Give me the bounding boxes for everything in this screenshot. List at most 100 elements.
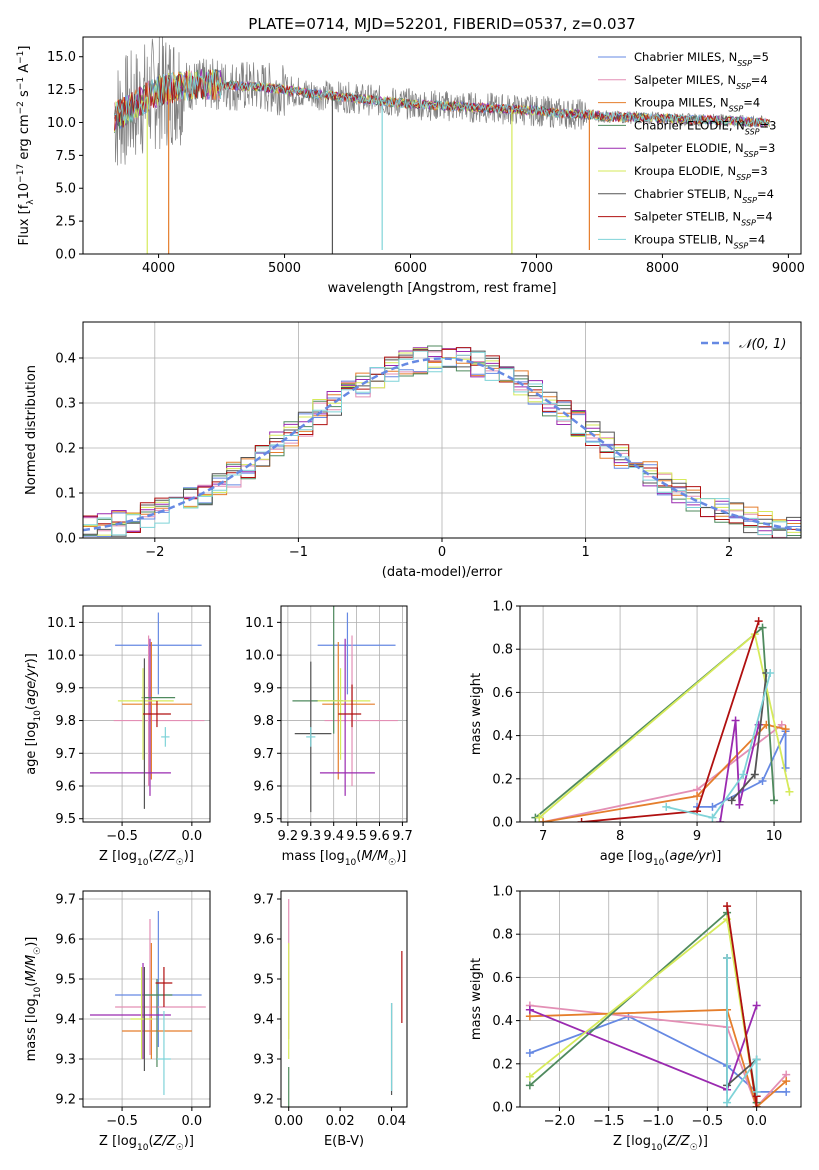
weight-marker <box>525 1005 534 1014</box>
panel-age-vs-Z: −0.5 0.0 9.5 9.6 9.7 9.8 9.9 10.0 10.1 Z [log10(Z… <box>24 605 211 868</box>
x-axis-label: wavelength [Angstrom, rest frame] <box>328 281 557 296</box>
legend-entry: Salpeter MILES, NSSP=4 <box>634 73 768 91</box>
x-tick-label: −1.5 <box>593 1114 625 1129</box>
y-tick-label: 0.8 <box>492 928 513 943</box>
weight-marker <box>782 1087 791 1096</box>
weight-marker <box>662 802 671 811</box>
weight-line-salpeter-miles <box>529 1004 787 1107</box>
weight-marker <box>723 902 732 911</box>
y-axis-label: mass weight <box>469 958 484 1040</box>
y-tick-label: 0.6 <box>492 686 513 701</box>
y-tick-label: 9.3 <box>55 1053 76 1068</box>
y-tick-label: 0.1 <box>55 487 76 502</box>
plot-area-age-vs-mass <box>292 606 398 813</box>
weight-marker <box>735 800 744 809</box>
x-axis-label: Z [log10(Z/Z☉)] <box>99 1134 194 1153</box>
x-tick-label: 0.00 <box>274 1114 303 1129</box>
plot-area-mass-vs-Z <box>89 911 206 1095</box>
weight-marker <box>781 725 790 734</box>
x-axis-label: mass [log10(M/M☉)] <box>282 849 407 868</box>
y-tick-label: 9.7 <box>253 893 274 908</box>
y-tick-label: 5.0 <box>55 182 76 197</box>
weight-marker <box>535 813 544 822</box>
y-tick-label: 0.0 <box>492 816 513 831</box>
panel-massweight-vs-age: 7 8 9 10 0.0 0.2 0.4 0.6 0.8 1.0 age [log10(age/yr… <box>469 600 802 868</box>
panel-massweight-vs-Z: −2.0 −1.5 −1.0 −0.5 0.0 0.0 0.2 0.4 0.6 0.8 1.0 Z [… <box>469 885 802 1153</box>
y-tick-label: 9.9 <box>55 681 76 696</box>
y-tick-label: 10.0 <box>47 116 76 131</box>
x-tick-label: 0.0 <box>182 829 203 844</box>
y-tick-label: 9.9 <box>253 681 274 696</box>
plot-area-massweight-vs-age <box>531 617 794 822</box>
axes-frame <box>519 605 802 823</box>
legend-entry: Chabrier MILES, NSSP=5 <box>634 50 769 68</box>
y-tick-label: 10.0 <box>47 649 76 664</box>
legend-entry: Kroupa STELIB, NSSP=4 <box>634 232 765 250</box>
y-tick-label: 0.4 <box>492 729 513 744</box>
y-tick-label: 9.6 <box>55 933 76 948</box>
weight-marker <box>539 818 548 822</box>
weight-marker <box>752 1103 761 1107</box>
y-axis-label: mass [log10(M/M☉)] <box>24 937 43 1062</box>
y-axis-label: Normed distribution <box>24 365 39 495</box>
histogram-kroupa-stelib <box>83 350 801 538</box>
legend-entry: Salpeter ELODIE, NSSP=3 <box>634 141 775 159</box>
y-tick-label: 9.2 <box>253 1093 274 1108</box>
y-tick-label: 9.5 <box>55 973 76 988</box>
x-tick-label: 8000 <box>646 261 679 276</box>
y-axis-label: mass weight <box>469 673 484 755</box>
x-axis-label: (data-model)/error <box>382 565 503 580</box>
y-tick-label: 0.0 <box>55 248 76 263</box>
y-tick-label: 1.0 <box>492 885 513 900</box>
x-tick-label: −0.5 <box>106 1114 138 1129</box>
weight-line-salpeter-elodie <box>719 720 760 822</box>
y-tick-label: 0.4 <box>492 1014 513 1029</box>
x-axis-label: Z [log10(Z/Z☉)] <box>99 849 194 868</box>
x-tick-label: 5000 <box>268 261 301 276</box>
panel-residuals: −2 −1 0 1 2 0.0 0.1 0.2 0.3 0.4 (data-model)/error… <box>24 321 802 580</box>
x-axis-label: Z [log10(Z/Z☉)] <box>613 1134 708 1153</box>
x-tick-label: −1 <box>289 545 308 560</box>
y-axis-label: Flux [fλ10−17 erg cm−2 s−1 A−1] <box>16 46 36 246</box>
y-tick-label: 0.8 <box>492 643 513 658</box>
y-tick-label: 0.3 <box>55 397 76 412</box>
legend-entry: Salpeter STELIB, NSSP=4 <box>634 210 773 228</box>
weight-marker <box>723 953 732 962</box>
weight-marker <box>708 813 717 822</box>
x-tick-label: −1.0 <box>642 1114 674 1129</box>
y-tick-label: 9.5 <box>253 973 274 988</box>
weight-marker <box>758 776 767 785</box>
x-tick-label: 9.3 <box>300 829 321 844</box>
legend-entry: Kroupa MILES, NSSP=4 <box>634 96 760 114</box>
y-tick-label: 9.8 <box>253 714 274 729</box>
weight-marker <box>758 623 767 632</box>
weight-marker <box>770 796 779 805</box>
axes-frame <box>280 890 408 1108</box>
histogram-salpeter-stelib <box>83 347 801 538</box>
axes-frame <box>82 890 211 1108</box>
x-tick-label: 7 <box>539 829 547 844</box>
x-tick-label: 9000 <box>772 261 805 276</box>
y-tick-label: 9.8 <box>55 714 76 729</box>
x-tick-label: 10 <box>766 829 783 844</box>
y-tick-label: 9.7 <box>55 893 76 908</box>
weight-marker <box>723 1098 732 1107</box>
y-tick-label: 9.6 <box>253 780 274 795</box>
y-tick-label: 9.4 <box>55 1013 76 1028</box>
panel-spectrum: 4000 5000 6000 7000 8000 9000 0.0 2.5 5.0 7.5 10.0… <box>16 36 805 296</box>
y-tick-label: 9.7 <box>55 747 76 762</box>
x-tick-label: 1 <box>581 545 589 560</box>
y-tick-label: 0.6 <box>492 971 513 986</box>
y-tick-label: 7.5 <box>55 149 76 164</box>
weight-marker <box>750 770 759 779</box>
y-tick-label: 0.2 <box>55 442 76 457</box>
y-tick-label: 0.2 <box>492 1057 513 1072</box>
plot-area-spectrum <box>114 37 770 254</box>
x-tick-label: 0.0 <box>182 1114 203 1129</box>
weight-marker <box>708 802 717 811</box>
weight-line-kroupa-stelib <box>666 672 772 819</box>
x-tick-label: −2 <box>145 545 164 560</box>
y-tick-label: 0.0 <box>55 532 76 547</box>
x-tick-label: −2.0 <box>544 1114 576 1129</box>
y-tick-label: 9.4 <box>253 1013 274 1028</box>
